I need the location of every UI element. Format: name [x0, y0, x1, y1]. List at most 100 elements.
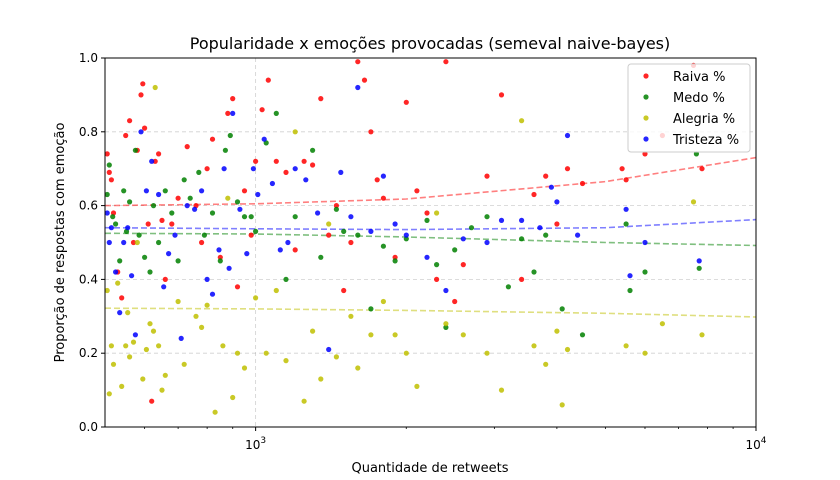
- point-tristeza: [338, 169, 344, 175]
- point-alegria: [199, 324, 205, 330]
- point-alegria: [699, 332, 705, 338]
- point-medo: [150, 203, 157, 209]
- point-alegria: [130, 339, 137, 345]
- point-tristeza: [392, 221, 398, 227]
- point-raiva: [301, 158, 307, 164]
- point-medo: [693, 151, 700, 157]
- point-medo: [248, 214, 254, 220]
- point-medo: [434, 262, 440, 268]
- trend-line-alegria: [104, 307, 757, 318]
- point-medo: [104, 191, 110, 198]
- point-tristeza: [368, 228, 374, 234]
- point-tristeza: [277, 247, 283, 253]
- point-tristeza: [498, 217, 505, 223]
- point-alegria: [310, 328, 316, 334]
- point-raiva: [127, 118, 133, 124]
- point-medo: [113, 221, 119, 227]
- legend-label-medo: Medo %: [673, 91, 725, 106]
- legend-frame: [627, 63, 751, 153]
- point-tristeza: [104, 210, 110, 216]
- point-alegria: [484, 350, 490, 356]
- point-raiva: [434, 276, 440, 282]
- point-medo: [241, 214, 248, 220]
- point-raiva: [443, 59, 449, 65]
- point-medo: [181, 177, 187, 183]
- point-raiva: [424, 210, 430, 216]
- point-raiva: [217, 254, 223, 260]
- trend-line-tristeza: [104, 218, 757, 231]
- point-tristeza: [460, 236, 466, 242]
- point-raiva: [310, 162, 316, 168]
- point-medo: [253, 228, 259, 234]
- point-tristeza: [138, 129, 144, 135]
- point-alegria: [108, 343, 114, 349]
- legend-marker-tristeza: [643, 136, 649, 142]
- point-raiva: [130, 239, 137, 246]
- point-alegria: [234, 350, 241, 356]
- point-alegria: [623, 343, 629, 349]
- point-raiva: [234, 284, 241, 290]
- point-alegria: [115, 280, 121, 286]
- point-alegria: [147, 321, 153, 327]
- point-tristeza: [380, 173, 386, 179]
- point-raiva: [283, 169, 289, 175]
- point-tristeza: [255, 191, 261, 198]
- point-alegria: [543, 361, 549, 367]
- legend-marker-alegria: [643, 115, 649, 121]
- point-alegria: [119, 383, 125, 389]
- point-raiva: [414, 188, 420, 194]
- point-tristeza: [315, 210, 321, 216]
- point-tristeza: [129, 273, 135, 279]
- point-tristeza: [623, 206, 629, 212]
- point-medo: [310, 147, 316, 153]
- point-alegria: [659, 321, 666, 327]
- point-tristeza: [554, 199, 560, 205]
- point-tristeza: [149, 158, 155, 164]
- point-raiva: [145, 221, 151, 227]
- point-raiva: [204, 166, 210, 172]
- point-raiva: [619, 166, 625, 172]
- point-alegria: [414, 383, 420, 389]
- point-raiva: [564, 166, 571, 172]
- point-tristeza: [250, 166, 256, 172]
- point-medo: [318, 254, 324, 260]
- point-raiva: [452, 298, 458, 305]
- point-tristeza: [209, 291, 216, 297]
- point-medo: [543, 232, 549, 238]
- point-tristeza: [326, 346, 332, 353]
- point-alegria: [152, 84, 158, 91]
- point-alegria: [368, 332, 374, 338]
- x-axis-label: Quantidade de retweets: [351, 461, 508, 476]
- point-tristeza: [261, 136, 267, 142]
- point-tristeza: [237, 206, 243, 212]
- point-raiva: [108, 177, 114, 183]
- point-tristeza: [575, 232, 581, 238]
- point-alegria: [104, 287, 110, 294]
- point-tristeza: [132, 332, 138, 338]
- point-tristeza: [172, 232, 178, 238]
- point-tristeza: [108, 225, 114, 231]
- x-tick-label: 104: [745, 436, 766, 452]
- point-raiva: [519, 276, 525, 282]
- point-tristeza: [161, 284, 167, 290]
- y-tick-label: 0.8: [79, 125, 98, 139]
- point-raiva: [253, 158, 259, 164]
- y-tick-label: 0.6: [79, 199, 98, 213]
- point-raiva: [184, 144, 190, 150]
- point-tristeza: [184, 203, 190, 209]
- point-raiva: [531, 191, 537, 198]
- point-medo: [292, 214, 298, 220]
- point-tristeza: [642, 239, 648, 246]
- point-raiva: [460, 262, 466, 268]
- legend-label-alegria: Alegria %: [673, 112, 735, 127]
- point-tristeza: [292, 166, 298, 172]
- point-raiva: [341, 287, 347, 294]
- x-axis-ticks: 103 104: [144, 427, 767, 452]
- point-alegria: [212, 409, 218, 415]
- point-raiva: [554, 221, 560, 227]
- point-tristeza: [106, 239, 112, 246]
- plot-frame: [104, 57, 757, 428]
- point-raiva: [142, 125, 148, 131]
- point-alegria: [554, 328, 560, 334]
- point-alegria: [434, 210, 440, 216]
